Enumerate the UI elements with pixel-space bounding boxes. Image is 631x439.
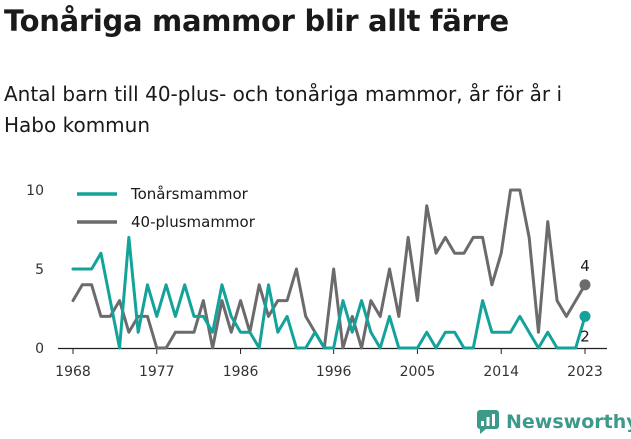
- x-tick-label: 1986: [223, 364, 259, 380]
- x-tick-label: 1996: [316, 364, 352, 380]
- x-tick-label: 2023: [567, 364, 603, 380]
- brand-logo: Newsworthy: [476, 409, 631, 435]
- series-end-label: 2: [580, 327, 590, 345]
- series-end-point: [579, 279, 591, 291]
- x-tick-label: 1977: [139, 364, 175, 380]
- chart-subtitle: Antal barn till 40-plus- och tonåriga ma…: [4, 82, 563, 137]
- chart-title: Tonåriga mammor blir allt färre: [4, 4, 509, 38]
- series-line-40-plusmammor: [71, 188, 587, 350]
- x-tick-label: 2005: [400, 364, 436, 380]
- y-tick-label: 5: [35, 262, 44, 278]
- series-line-tonarsmammor: [71, 235, 587, 350]
- y-tick-label: 0: [35, 341, 44, 357]
- x-tick-label: 1968: [55, 364, 91, 380]
- series-end-point: [579, 310, 591, 322]
- legend-label: Tonårsmammor: [130, 185, 249, 203]
- series-end-label: 4: [580, 257, 590, 275]
- x-tick-label: 2014: [483, 364, 519, 380]
- brand-name: Newsworthy: [506, 411, 631, 433]
- legend-label: 40-plusmammor: [131, 213, 256, 231]
- y-tick-label: 10: [26, 183, 44, 199]
- newsworthy-logo-icon: [477, 410, 499, 434]
